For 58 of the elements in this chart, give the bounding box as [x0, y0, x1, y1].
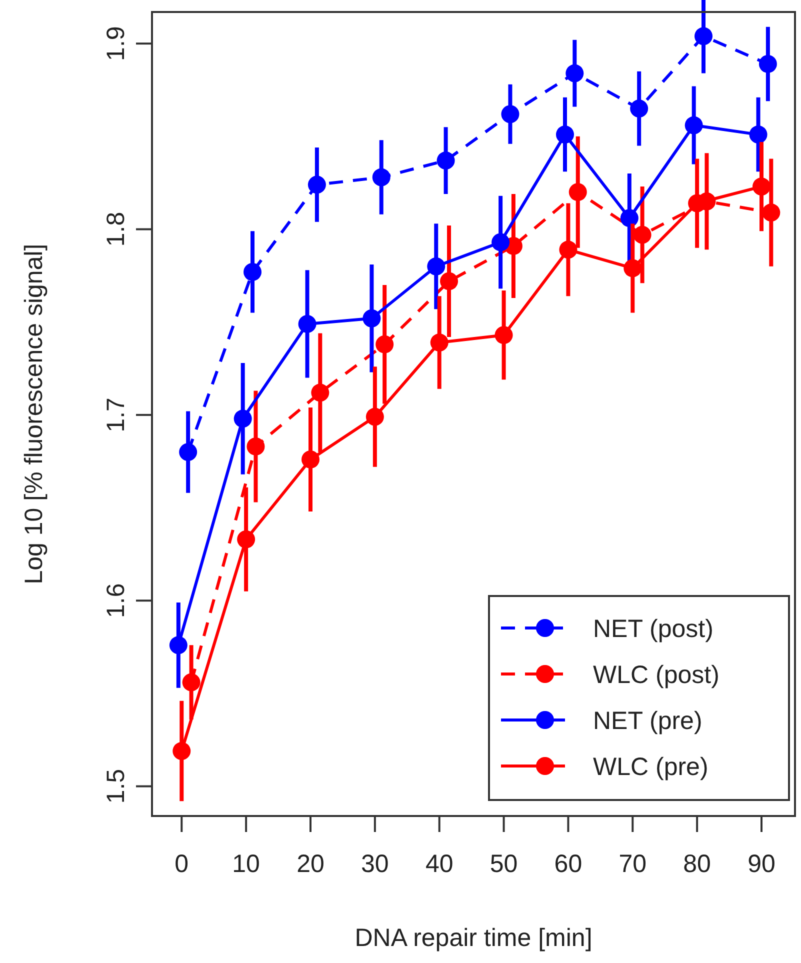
x-tick-label: 0: [174, 850, 189, 878]
point: [427, 257, 446, 276]
point: [633, 226, 652, 244]
point: [372, 168, 390, 186]
x-tick-label: 50: [490, 850, 518, 878]
point: [752, 178, 770, 196]
point: [492, 233, 510, 252]
point: [308, 176, 326, 194]
point: [298, 314, 316, 333]
x-tick-label: 30: [361, 850, 389, 878]
point: [559, 240, 578, 259]
point: [749, 126, 768, 144]
point: [630, 100, 648, 118]
point: [684, 116, 703, 134]
x-tick-label: 60: [554, 850, 582, 878]
point: [376, 335, 394, 354]
point: [494, 326, 513, 344]
point: [234, 410, 252, 428]
y-tick-label: 1.8: [102, 212, 130, 247]
x-tick-label: 10: [232, 850, 260, 878]
y-tick-label: 1.9: [102, 26, 130, 61]
point: [624, 259, 642, 278]
x-tick-label: 20: [296, 850, 324, 878]
point: [566, 64, 584, 82]
point: [362, 309, 381, 328]
point: [179, 443, 198, 462]
x-tick-label: 40: [425, 850, 454, 878]
y-tick-label: 1.5: [102, 768, 130, 804]
point: [169, 636, 188, 654]
y-tick-label: 1.7: [102, 398, 130, 432]
x-axis-title: DNA repair time [min]: [354, 924, 592, 952]
point: [568, 183, 587, 202]
point: [762, 204, 780, 222]
legend-label: NET (post): [593, 615, 714, 643]
legend-label: WLC (post): [593, 661, 720, 689]
x-tick-label: 90: [748, 850, 776, 878]
legend-label: NET (pre): [593, 707, 702, 735]
point: [244, 262, 262, 281]
point: [311, 384, 330, 402]
point: [501, 105, 520, 124]
point: [694, 27, 713, 46]
point: [172, 742, 191, 760]
y-tick-label: 1.6: [102, 583, 130, 618]
point: [758, 54, 777, 73]
point: [182, 673, 200, 692]
point: [620, 209, 638, 228]
legend-label: WLC (pre): [593, 753, 708, 781]
point: [246, 437, 265, 456]
y-axis-title: Log 10 [% fluorescence signal]: [20, 244, 48, 584]
point: [436, 152, 455, 170]
x-tick-label: 70: [618, 850, 647, 878]
x-tick-label: 80: [683, 850, 711, 878]
point: [556, 126, 574, 144]
point: [237, 530, 256, 548]
point: [301, 450, 320, 468]
point: [366, 408, 384, 426]
point: [440, 272, 458, 290]
point: [430, 334, 448, 352]
